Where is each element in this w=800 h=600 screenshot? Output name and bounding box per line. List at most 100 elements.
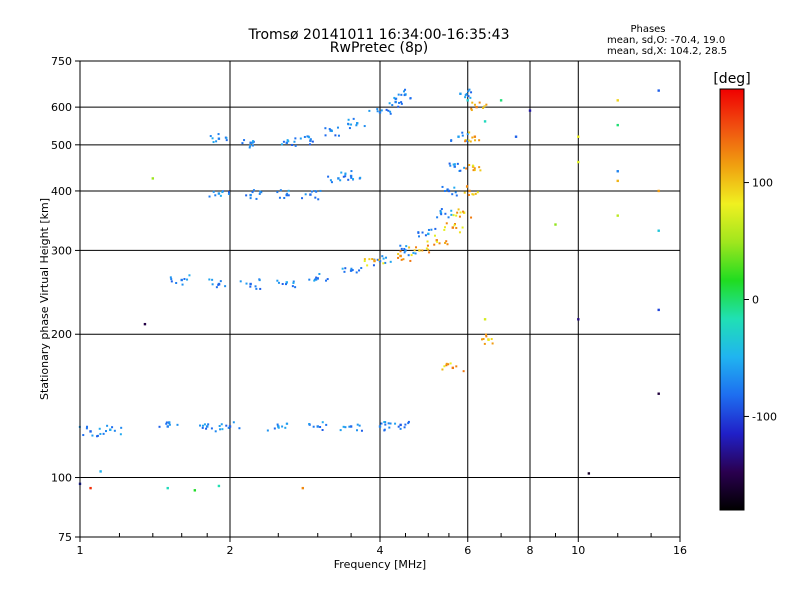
data-point (458, 231, 461, 234)
data-point (412, 251, 415, 254)
data-point (483, 318, 487, 321)
data-point (445, 240, 448, 243)
data-point (109, 428, 112, 431)
data-point (577, 318, 580, 321)
data-point (203, 423, 206, 426)
data-point (451, 226, 455, 229)
data-point (616, 123, 619, 127)
data-point (444, 212, 447, 215)
data-point (217, 133, 220, 136)
data-point (455, 194, 458, 197)
data-point (212, 141, 215, 144)
data-point (443, 190, 446, 193)
data-point (232, 421, 235, 424)
data-point (448, 162, 451, 165)
data-point (454, 191, 457, 194)
data-point (329, 179, 332, 182)
data-point (433, 234, 436, 237)
data-point (403, 247, 406, 250)
data-point (360, 429, 363, 432)
data-point (170, 278, 173, 281)
data-point (221, 191, 224, 194)
data-point (214, 430, 217, 433)
data-point (181, 283, 184, 286)
data-point (207, 423, 210, 426)
data-point (384, 261, 387, 264)
data-point (393, 96, 396, 99)
data-point (483, 120, 487, 123)
data-point (316, 277, 319, 280)
data-point (258, 192, 261, 195)
data-point (424, 234, 427, 237)
data-point (355, 271, 358, 274)
data-point (327, 175, 330, 178)
data-point (427, 232, 430, 236)
data-point (389, 112, 392, 115)
data-point (315, 278, 318, 281)
data-point (314, 190, 317, 193)
data-point (455, 226, 458, 229)
data-point (443, 365, 446, 368)
data-point (315, 276, 318, 279)
data-point (276, 279, 279, 282)
data-point (464, 140, 467, 143)
data-point (166, 486, 169, 490)
data-point (209, 135, 212, 138)
data-point (409, 97, 412, 100)
data-point (470, 216, 473, 219)
data-point (337, 134, 340, 137)
data-point (413, 249, 416, 252)
data-point (616, 214, 619, 217)
data-point (453, 165, 456, 168)
data-point (165, 422, 168, 425)
data-point (439, 211, 443, 214)
data-point (283, 196, 286, 199)
colorbar (719, 88, 745, 511)
data-point (341, 267, 344, 270)
data-point (399, 427, 402, 430)
data-point (106, 424, 109, 427)
data-point (249, 285, 252, 288)
data-point (577, 160, 580, 164)
data-point (465, 167, 468, 170)
data-point (485, 335, 488, 338)
data-point (388, 102, 391, 105)
data-point (325, 279, 328, 282)
data-point (389, 260, 392, 263)
data-point (215, 140, 218, 143)
data-point (251, 141, 254, 144)
data-point (314, 278, 317, 281)
data-point (347, 118, 350, 121)
data-point (466, 185, 469, 188)
data-point (391, 104, 394, 107)
data-point (218, 283, 221, 286)
data-point (342, 425, 345, 428)
data-point (89, 430, 92, 433)
data-point (407, 422, 410, 425)
data-point (151, 177, 155, 180)
data-point (451, 193, 454, 196)
data-point (347, 122, 350, 125)
data-point (445, 364, 448, 367)
data-point (430, 228, 433, 231)
data-point (227, 192, 230, 195)
data-point (378, 258, 381, 261)
colorbar-tick-label: 0 (752, 294, 759, 307)
data-point (292, 282, 295, 285)
data-point (451, 366, 455, 370)
data-point (356, 429, 359, 432)
colorbar-tick-label: 100 (752, 177, 773, 190)
data-point (382, 257, 385, 260)
data-point (381, 255, 384, 258)
data-point (366, 264, 369, 267)
data-point (399, 250, 402, 253)
data-point (293, 140, 296, 143)
data-point (355, 124, 358, 127)
data-point (212, 190, 215, 193)
data-point (312, 425, 315, 428)
data-point (389, 110, 392, 113)
data-point (464, 94, 467, 97)
data-point (400, 101, 403, 104)
y-tick-label: 500 (51, 139, 72, 152)
y-tick-label: 200 (51, 328, 72, 341)
